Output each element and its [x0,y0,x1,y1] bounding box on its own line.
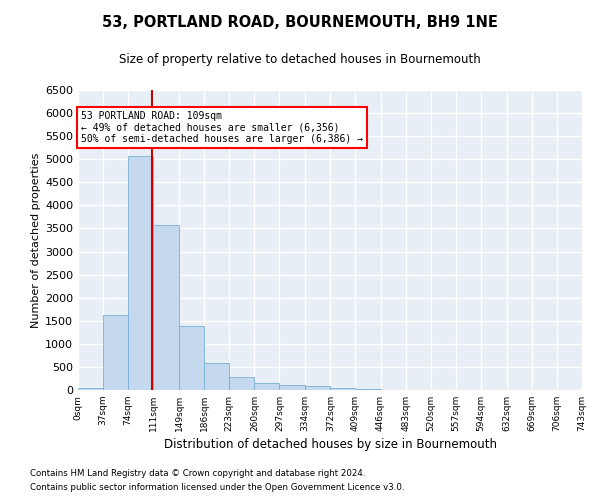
X-axis label: Distribution of detached houses by size in Bournemouth: Distribution of detached houses by size … [163,438,497,451]
Bar [103,315,128,390]
Bar [153,225,179,390]
Bar [128,156,153,390]
Bar [179,326,204,390]
Bar [229,377,254,390]
Text: 53, PORTLAND ROAD, BOURNEMOUTH, BH9 1NE: 53, PORTLAND ROAD, BOURNEMOUTH, BH9 1NE [102,15,498,30]
Bar [204,363,229,390]
Text: Size of property relative to detached houses in Bournemouth: Size of property relative to detached ho… [119,52,481,66]
Bar [280,384,305,390]
Text: Contains public sector information licensed under the Open Government Licence v3: Contains public sector information licen… [30,484,404,492]
Text: Contains HM Land Registry data © Crown copyright and database right 2024.: Contains HM Land Registry data © Crown c… [30,468,365,477]
Bar [355,388,380,390]
Y-axis label: Number of detached properties: Number of detached properties [31,152,41,328]
Bar [305,386,331,390]
Text: 53 PORTLAND ROAD: 109sqm
← 49% of detached houses are smaller (6,356)
50% of sem: 53 PORTLAND ROAD: 109sqm ← 49% of detach… [81,111,363,144]
Bar [254,384,280,390]
Bar [78,388,103,390]
Bar [331,388,355,390]
